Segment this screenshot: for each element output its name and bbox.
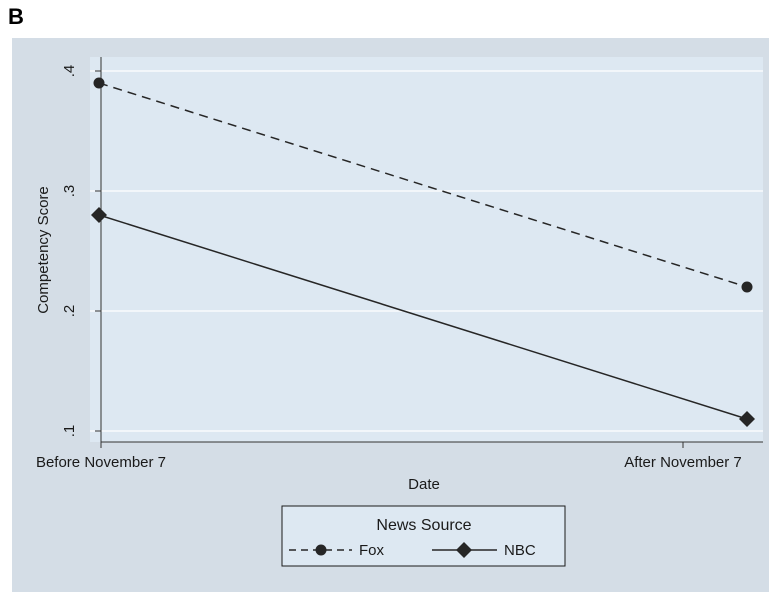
- series-line-nbc: [98, 214, 748, 420]
- y-tick-label: .1: [61, 425, 78, 438]
- legend-nbc-marker: [456, 542, 472, 558]
- panel-label: B: [8, 4, 24, 29]
- axes: .1 .2 .3 .4 Before November 7 After November …: [36, 57, 763, 471]
- y-tick-label: .3: [61, 185, 78, 198]
- legend-fox-label: Fox: [359, 542, 385, 559]
- legend-fox-marker: [315, 544, 327, 556]
- data-point-nbc: [739, 411, 755, 427]
- data-point-fox: [93, 77, 105, 89]
- data-point-fox: [741, 281, 753, 293]
- y-axis-label: Competency Score: [35, 186, 52, 314]
- y-tick-label: .4: [61, 65, 78, 78]
- y-tick-label: .2: [61, 305, 78, 318]
- legend-nbc-label: NBC: [504, 542, 536, 559]
- legend: News Source Fox NBC: [281, 505, 566, 567]
- x-axis-label: Date: [408, 476, 440, 493]
- x-tick-label: After November 7: [624, 454, 742, 471]
- legend-title: News Source: [376, 517, 471, 534]
- plot-area: [90, 57, 763, 442]
- x-tick-label: Before November 7: [36, 454, 166, 471]
- grid-lines: [90, 70, 763, 432]
- series: [91, 77, 755, 427]
- series-line-fox: [98, 82, 748, 288]
- legend-box: [281, 505, 566, 567]
- data-point-nbc: [91, 207, 107, 223]
